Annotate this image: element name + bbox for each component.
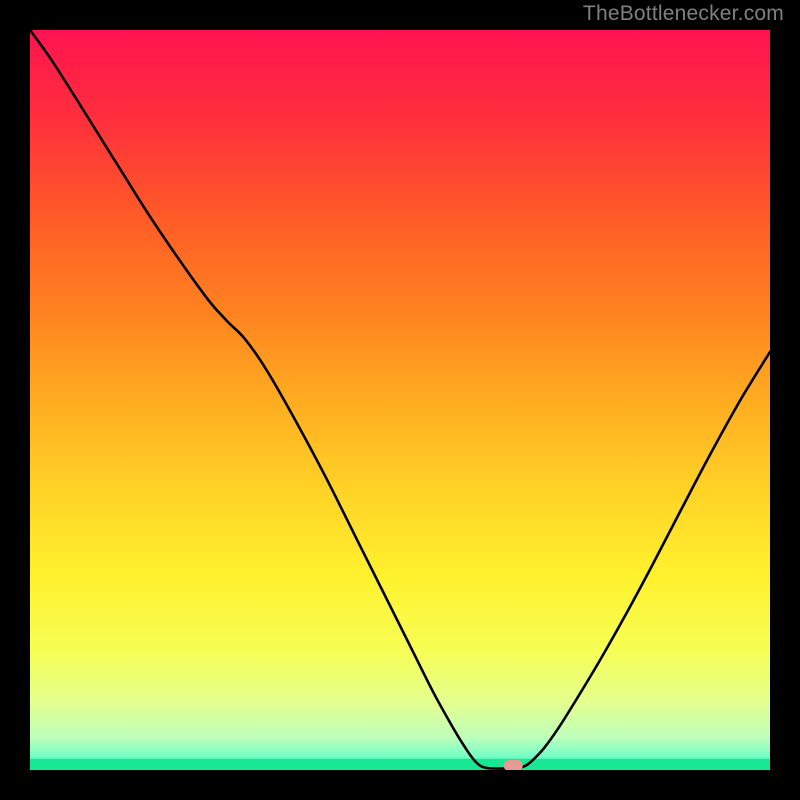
optimal-point-marker	[504, 760, 523, 770]
bottleneck-curve-chart	[30, 30, 770, 770]
gradient-background	[30, 30, 770, 770]
plot-area	[30, 30, 770, 770]
watermark-text: TheBottlenecker.com	[583, 2, 784, 26]
chart-frame: TheBottlenecker.com	[0, 0, 800, 800]
ideal-band	[30, 759, 770, 770]
